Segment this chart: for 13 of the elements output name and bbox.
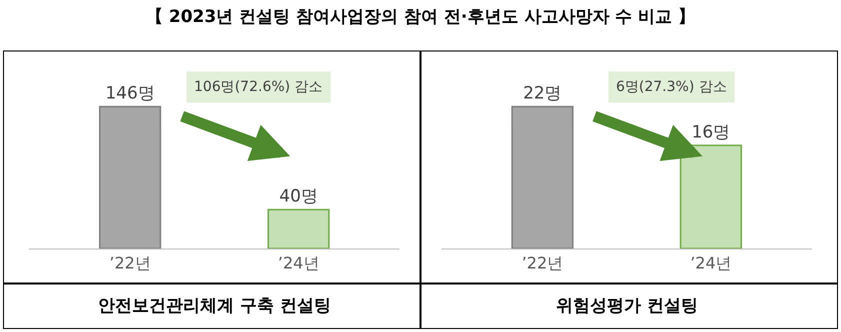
x-axis-title: 위험성평가 컨설팅 bbox=[556, 296, 698, 316]
x-tick-label: ’24년 bbox=[278, 254, 320, 273]
text: 106명(72.6%) 감소 bbox=[194, 79, 323, 95]
data-label: 146명 bbox=[105, 84, 155, 104]
data-label: 22명 bbox=[523, 84, 562, 104]
data-label: 16명 bbox=[692, 122, 730, 142]
x-axis-title: 안전보건관리체계 구축 컨설팅 bbox=[98, 296, 331, 316]
data-label: 40명 bbox=[279, 186, 318, 207]
x-tick-label: ’22년 bbox=[522, 254, 564, 273]
x-tick-label: ’24년 bbox=[690, 254, 732, 273]
x-tick-label: ’22년 bbox=[109, 254, 151, 273]
text: 6명(27.3%) 감소 bbox=[616, 79, 727, 95]
chart-title: 【 2023년 컨설팅 참여사업장의 참여 전·후년도 사고사망자 수 비교 】 bbox=[146, 6, 696, 27]
